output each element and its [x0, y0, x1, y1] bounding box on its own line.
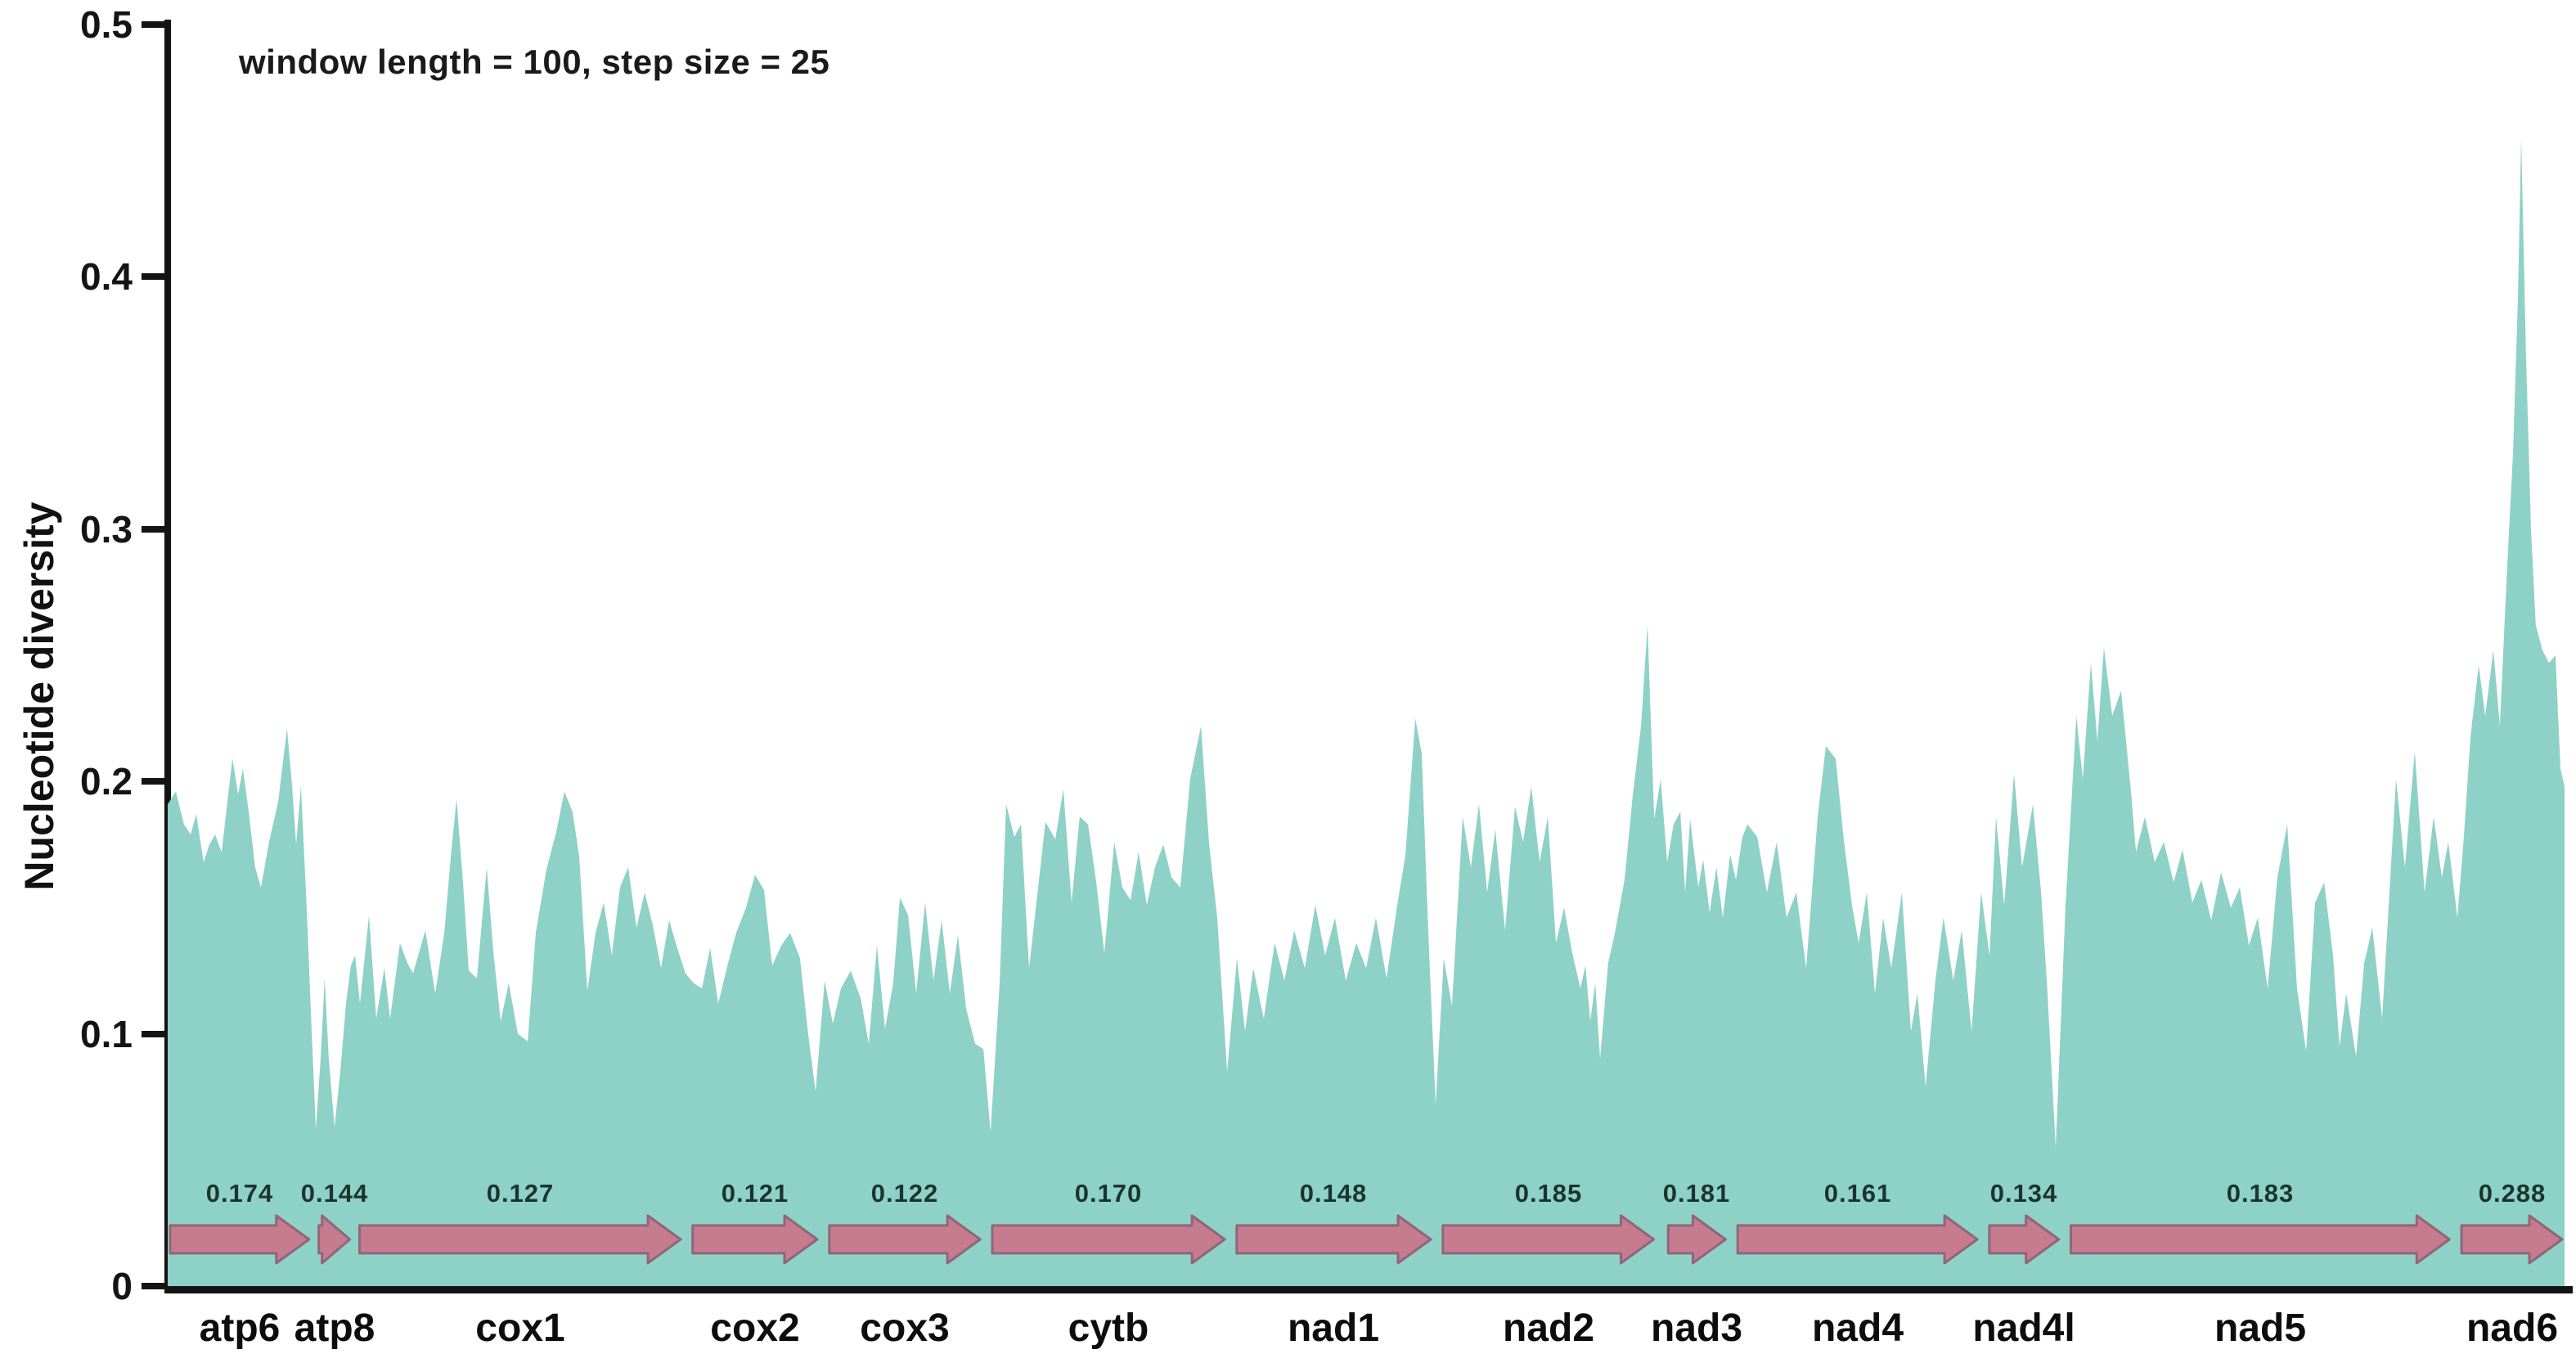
plot-svg [168, 137, 2565, 1286]
gene-arrow-atp6 [169, 1214, 311, 1265]
x-axis-gene-label-nad5: nad5 [2214, 1307, 2307, 1350]
gene-value-label-atp8: 0.144 [300, 1179, 369, 1208]
gene-value-label-cox2: 0.121 [721, 1179, 789, 1208]
y-tick-label: 0.5 [80, 3, 133, 46]
x-axis-gene-label-nad4: nad4 [1811, 1307, 1904, 1350]
diversity-area-series [168, 137, 2565, 1286]
x-axis-gene-label-cox1: cox1 [475, 1307, 565, 1350]
gene-value-label-cytb: 0.170 [1074, 1179, 1143, 1208]
gene-arrow-nad2 [1441, 1214, 1655, 1265]
gene-value-label-atp6: 0.174 [205, 1179, 274, 1208]
gene-arrow-nad4 [1736, 1214, 1979, 1265]
x-axis-gene-label-atp6: atp6 [199, 1307, 281, 1350]
chart-annotation-title: window length = 100, step size = 25 [239, 43, 830, 81]
gene-value-label-nad5: 0.183 [2226, 1179, 2295, 1208]
gene-arrow-nad4l [1988, 1214, 2061, 1265]
gene-value-label-nad4: 0.161 [1823, 1179, 1892, 1208]
gene-arrow-nad1 [1235, 1214, 1432, 1265]
y-tick-label: 0.4 [80, 255, 133, 298]
y-tick-label: 0.3 [80, 508, 133, 551]
gene-value-label-nad6: 0.288 [2478, 1179, 2547, 1208]
y-tick-label: 0.1 [80, 1013, 133, 1055]
y-tick-mark [142, 21, 166, 28]
x-axis-gene-label-nad3: nad3 [1650, 1307, 1743, 1350]
gene-value-label-nad3: 0.181 [1662, 1179, 1731, 1208]
gene-value-label-cox1: 0.127 [486, 1179, 555, 1208]
x-axis-line [164, 1286, 2573, 1293]
y-tick-mark [142, 1283, 166, 1289]
x-axis-gene-label-nad2: nad2 [1502, 1307, 1595, 1350]
y-tick-label: 0 [111, 1265, 133, 1307]
x-axis-gene-label-atp8: atp8 [294, 1307, 375, 1350]
y-axis-line [164, 20, 171, 1293]
y-tick-mark [142, 1031, 166, 1037]
gene-arrow-cox3 [828, 1214, 982, 1265]
y-tick-label: 0.2 [80, 760, 133, 803]
gene-value-label-nad4l: 0.134 [1989, 1179, 2058, 1208]
gene-arrow-cox2 [691, 1214, 819, 1265]
x-axis-gene-label-cox3: cox3 [860, 1307, 950, 1350]
gene-arrow-nad6 [2460, 1214, 2564, 1265]
y-tick-mark [142, 273, 166, 280]
gene-arrow-atp8 [317, 1214, 352, 1265]
gene-arrow-cox1 [358, 1214, 682, 1265]
gene-value-label-nad1: 0.148 [1299, 1179, 1368, 1208]
x-axis-gene-label-nad1: nad1 [1287, 1307, 1380, 1350]
plot-area [168, 25, 2565, 1286]
x-axis-gene-label-nad4l: nad4l [1972, 1307, 2075, 1350]
gene-arrow-cytb [991, 1214, 1226, 1265]
y-tick-mark [142, 526, 166, 533]
y-tick-mark [142, 778, 166, 785]
gene-arrow-nad5 [2070, 1214, 2451, 1265]
gene-value-label-cox3: 0.122 [870, 1179, 939, 1208]
x-axis-gene-label-cytb: cytb [1068, 1307, 1149, 1350]
x-axis-gene-label-cox2: cox2 [710, 1307, 800, 1350]
gene-arrow-nad3 [1666, 1214, 1727, 1265]
gene-value-label-nad2: 0.185 [1514, 1179, 1583, 1208]
x-axis-gene-label-nad6: nad6 [2466, 1307, 2559, 1350]
